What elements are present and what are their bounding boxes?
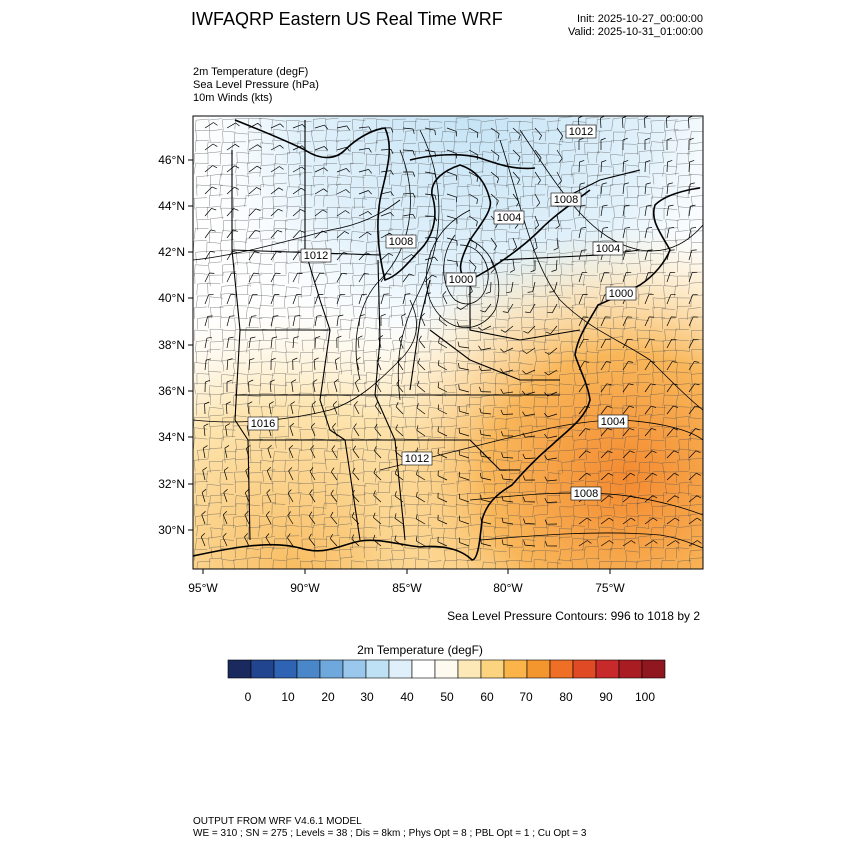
colorbar-tick-label: 70 bbox=[519, 690, 533, 704]
model-footer: OUTPUT FROM WRF V4.6.1 MODEL WE = 310 ; … bbox=[193, 816, 586, 840]
colorbar-cell bbox=[480, 659, 505, 679]
map-field: 1012 1008 1004 1008 1012 1000 bbox=[193, 116, 703, 569]
colorbar-tick-label: 80 bbox=[559, 690, 573, 704]
field-temperature: 2m Temperature (degF) bbox=[193, 66, 309, 78]
pressure-label-text: 1008 bbox=[389, 236, 413, 248]
field-winds: 10m Winds (kts) bbox=[193, 92, 273, 104]
pressure-label: 1008 bbox=[385, 234, 417, 249]
county-lines bbox=[193, 116, 703, 569]
lon-label: 85°W bbox=[392, 581, 422, 595]
lon-label: 80°W bbox=[493, 581, 523, 595]
colorbar-cell bbox=[572, 659, 597, 679]
colorbar-cell bbox=[641, 659, 666, 679]
colorbar-tick-label: 30 bbox=[360, 690, 374, 704]
field-list: 2m Temperature (degF) Sea Level Pressure… bbox=[193, 66, 319, 105]
colorbar-cell bbox=[457, 659, 482, 679]
lat-label: 32°N bbox=[158, 477, 185, 491]
pressure-label: 1004 bbox=[592, 241, 624, 256]
pressure-label-text: 1012 bbox=[304, 250, 328, 262]
pressure-label-text: 1004 bbox=[596, 243, 620, 255]
colorbar-title: 2m Temperature (degF) bbox=[357, 643, 483, 657]
colorbar-cell bbox=[549, 659, 574, 679]
colorbar-cell bbox=[227, 659, 252, 679]
colorbar-cell bbox=[319, 659, 344, 679]
colorbar-tick-label: 90 bbox=[599, 690, 613, 704]
atlantic-temperature-shade bbox=[193, 116, 703, 569]
colorbar-cell bbox=[388, 659, 413, 679]
lat-label: 36°N bbox=[158, 384, 185, 398]
colorbar-cell bbox=[250, 659, 275, 679]
colorbar-cell bbox=[526, 659, 551, 679]
colorbar-cell bbox=[618, 659, 643, 679]
contour-note: Sea Level Pressure Contours: 996 to 1018… bbox=[447, 609, 700, 623]
colorbar-cell bbox=[595, 659, 620, 679]
lat-label: 40°N bbox=[158, 291, 185, 305]
pressure-label: 1000 bbox=[605, 286, 637, 301]
run-times: Init: 2025-10-27_00:00:00 Valid: 2025-10… bbox=[568, 13, 703, 39]
colorbar-cell bbox=[411, 659, 436, 679]
lat-label: 46°N bbox=[158, 153, 185, 167]
lat-label: 34°N bbox=[158, 430, 185, 444]
pressure-label: 1004 bbox=[597, 414, 629, 429]
colorbar-cell bbox=[503, 659, 528, 679]
lake-superior-shore bbox=[409, 153, 536, 170]
colorbar-tick-label: 50 bbox=[440, 690, 454, 704]
pressure-labels: 1012 1008 1004 1008 1012 1000 bbox=[247, 124, 637, 501]
latitude-axis: 46°N 44°N 42°N 40°N 38°N 36°N 34°N 32°N … bbox=[158, 153, 193, 537]
pressure-label: 1012 bbox=[401, 451, 433, 466]
colorbar-tick-label: 10 bbox=[281, 690, 295, 704]
lat-label: 38°N bbox=[158, 338, 185, 352]
pressure-label-text: 1004 bbox=[497, 212, 521, 224]
pressure-label: 1016 bbox=[247, 416, 279, 431]
colorbar-tick-label: 0 bbox=[245, 690, 252, 704]
colorbar-cells bbox=[227, 659, 666, 679]
pressure-label-text: 1016 bbox=[251, 418, 275, 430]
colorbar-cell bbox=[342, 659, 367, 679]
pressure-label-text: 1008 bbox=[554, 194, 578, 206]
valid-time: Valid: 2025-10-31_01:00:00 bbox=[568, 26, 703, 38]
pressure-label-text: 1000 bbox=[449, 274, 473, 286]
colorbar-cell bbox=[273, 659, 298, 679]
field-pressure: Sea Level Pressure (hPa) bbox=[193, 79, 319, 91]
lat-label: 30°N bbox=[158, 523, 185, 537]
pressure-label: 1012 bbox=[565, 124, 597, 139]
footer-model-line: OUTPUT FROM WRF V4.6.1 MODEL bbox=[193, 816, 362, 827]
colorbar-tick-label: 60 bbox=[480, 690, 494, 704]
lat-label: 44°N bbox=[158, 199, 185, 213]
pressure-label-text: 1004 bbox=[601, 416, 625, 428]
pressure-label: 1004 bbox=[493, 210, 525, 225]
atlantic-gulf-coast bbox=[193, 187, 701, 561]
pressure-label: 1008 bbox=[550, 192, 582, 207]
lon-label: 75°W bbox=[595, 581, 625, 595]
colorbar-cell bbox=[365, 659, 390, 679]
map-frame bbox=[192, 115, 704, 570]
colorbar-cell bbox=[296, 659, 321, 679]
pressure-label: 1012 bbox=[300, 248, 332, 263]
lon-label: 90°W bbox=[290, 581, 320, 595]
colorbar-tick-label: 20 bbox=[321, 690, 335, 704]
init-time: Init: 2025-10-27_00:00:00 bbox=[577, 13, 703, 25]
map-title: IWFAQRP Eastern US Real Time WRF bbox=[191, 9, 503, 29]
colorbar-labels: 0 10 20 30 40 50 60 70 80 90 100 bbox=[245, 690, 656, 704]
pressure-label-text: 1012 bbox=[569, 126, 593, 138]
pressure-label: 1000 bbox=[445, 272, 477, 287]
longitude-axis: 95°W 90°W 85°W 80°W 75°W bbox=[188, 569, 625, 595]
lat-label: 42°N bbox=[158, 245, 185, 259]
county-boundaries bbox=[193, 116, 703, 569]
pressure-label-text: 1012 bbox=[405, 453, 429, 465]
pressure-label: 1008 bbox=[570, 486, 602, 501]
pressure-label-text: 1008 bbox=[574, 488, 598, 500]
colorbar-tick-label: 100 bbox=[635, 690, 655, 704]
lon-label: 95°W bbox=[188, 581, 218, 595]
colorbar-tick-label: 40 bbox=[400, 690, 414, 704]
pressure-label-text: 1000 bbox=[609, 288, 633, 300]
footer-config-line: WE = 310 ; SN = 275 ; Levels = 38 ; Dis … bbox=[193, 828, 587, 839]
temperature-colorbar: 0 10 20 30 40 50 60 70 80 90 100 bbox=[227, 659, 666, 704]
colorbar-cell bbox=[434, 659, 459, 679]
